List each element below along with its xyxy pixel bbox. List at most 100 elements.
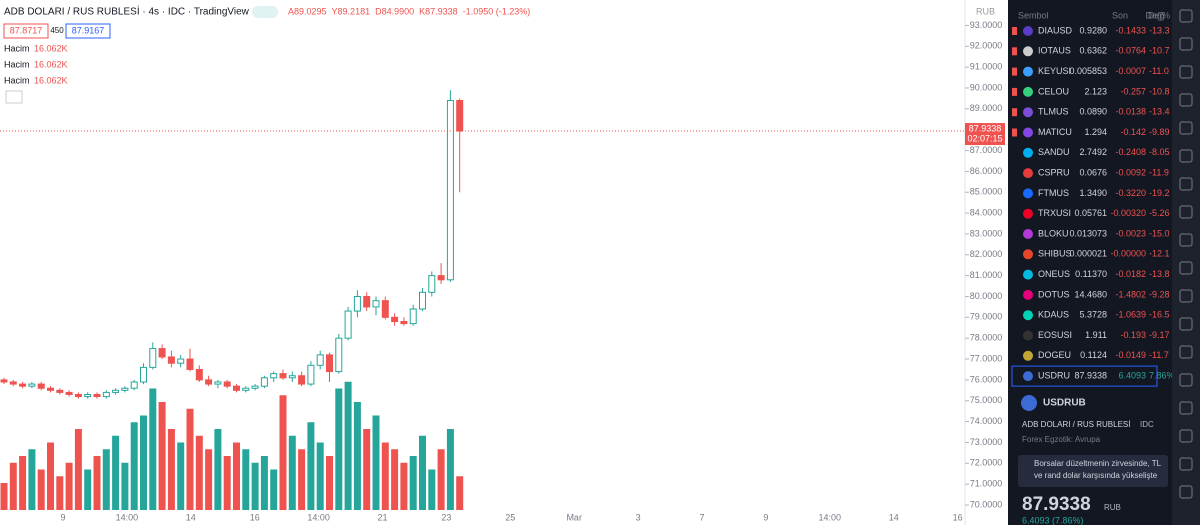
y-tick-label: 84.0000 bbox=[970, 207, 1003, 217]
volume-bar bbox=[260, 456, 268, 510]
row-change-pct: -9.89 bbox=[1149, 127, 1170, 137]
volume-bar bbox=[288, 435, 296, 510]
row-change: -0.1433 bbox=[1115, 25, 1146, 35]
row-change: 6.4093 bbox=[1118, 370, 1146, 380]
candle-body bbox=[47, 387, 54, 391]
row-flag bbox=[1012, 87, 1017, 96]
candle-body bbox=[121, 387, 129, 391]
row-last: 1.294 bbox=[1084, 127, 1107, 137]
candle-body bbox=[428, 275, 436, 293]
candle-body bbox=[409, 308, 417, 325]
volume-bar bbox=[372, 415, 380, 510]
row-flag bbox=[1012, 108, 1017, 117]
volume-bar bbox=[419, 435, 426, 510]
row-last: 0.013073 bbox=[1069, 228, 1107, 238]
row-last: 0.000021 bbox=[1069, 249, 1107, 259]
candle-body bbox=[93, 393, 101, 398]
row-change-pct: -11.9 bbox=[1149, 167, 1169, 177]
volume-bar bbox=[65, 462, 73, 510]
y-tick-label: 89.0000 bbox=[970, 103, 1003, 113]
row-change-pct: -9.28 bbox=[1149, 289, 1170, 299]
row-change: -0.0092 bbox=[1115, 167, 1146, 177]
row-symbol: FTMUS bbox=[1038, 188, 1069, 198]
row-change-pct: 7.86% bbox=[1149, 370, 1175, 380]
candle-body bbox=[28, 383, 36, 387]
symbol-icon bbox=[1023, 350, 1033, 361]
row-change-pct: -16.5 bbox=[1149, 310, 1170, 320]
x-tick-label: 7 bbox=[699, 512, 704, 522]
volume-bar bbox=[84, 469, 92, 510]
toolbar-icon bbox=[1179, 401, 1193, 415]
row-flag bbox=[1012, 67, 1017, 76]
volume-bar bbox=[270, 469, 278, 510]
volume-bar bbox=[149, 388, 157, 510]
candle-body bbox=[205, 379, 213, 385]
news: Borsalar düzeltmenin zirvesinde, TL ve r… bbox=[1034, 459, 1161, 480]
news-card[interactable] bbox=[1018, 455, 1168, 487]
candle-body bbox=[56, 389, 64, 393]
x-tick-label: 16 bbox=[250, 512, 260, 522]
ohlc-value: K87.9338 bbox=[419, 6, 458, 16]
row-symbol: CELOU bbox=[1038, 86, 1069, 96]
candle-body bbox=[84, 393, 92, 398]
row-change: -0.0138 bbox=[1115, 107, 1146, 117]
volume-bar bbox=[214, 429, 222, 510]
y-tick-label: 73.0000 bbox=[970, 437, 1003, 447]
row-change-pct: -11.7 bbox=[1149, 350, 1169, 360]
row-change: -0.2408 bbox=[1115, 147, 1146, 157]
toolbar-icon bbox=[1179, 261, 1193, 275]
symbol-icon bbox=[1023, 208, 1033, 219]
x-tick-label: 16 bbox=[953, 512, 963, 522]
toolbar-icon bbox=[1179, 345, 1193, 359]
symbol-icon bbox=[1023, 371, 1033, 382]
x-tick-label: 23 bbox=[441, 512, 451, 522]
volume-bar bbox=[47, 442, 54, 510]
x-tick-label: 9 bbox=[60, 512, 65, 522]
row-change: -1.0639 bbox=[1115, 310, 1146, 320]
row-symbol: DIAUSD bbox=[1038, 25, 1073, 35]
row-last: 0.9280 bbox=[1079, 25, 1107, 35]
volume-bar bbox=[251, 462, 259, 510]
candle-body bbox=[112, 389, 120, 393]
symbol-icon bbox=[1023, 147, 1033, 158]
row-change-pct: -5.26 bbox=[1149, 208, 1170, 218]
detail-name: ADB DOLARI / RUS RUBLESİ bbox=[1022, 420, 1130, 429]
row-change-pct: -9.17 bbox=[1149, 330, 1170, 340]
volume-bar bbox=[28, 449, 36, 510]
candle-body bbox=[279, 373, 287, 379]
volume-bar bbox=[242, 449, 250, 510]
row-change: -0.0149 bbox=[1115, 350, 1146, 360]
toolbar-icon bbox=[1179, 429, 1193, 443]
volume-bar bbox=[233, 442, 240, 510]
symbol-icon bbox=[1023, 249, 1033, 260]
y-tick-label: 90.0000 bbox=[970, 82, 1003, 92]
row-change-pct: -10.8 bbox=[1149, 86, 1170, 96]
detail-source: IDC bbox=[1140, 420, 1154, 429]
row-last: 5.3728 bbox=[1079, 310, 1107, 320]
symbol-icon bbox=[1023, 310, 1033, 321]
row-last: 14.4680 bbox=[1074, 289, 1107, 299]
y-tick-label: 85.0000 bbox=[970, 187, 1003, 197]
y-tick-label: 93.0000 bbox=[970, 20, 1003, 30]
toolbar-icon bbox=[1179, 205, 1193, 219]
y-tick-label: 74.0000 bbox=[970, 416, 1003, 426]
toggle[interactable] bbox=[252, 6, 278, 18]
countdown: 02:07:15 bbox=[967, 133, 1002, 143]
candle-body bbox=[456, 99, 464, 132]
y-tick-label: 92.0000 bbox=[970, 41, 1003, 51]
candle-body bbox=[65, 391, 73, 395]
candle-body bbox=[223, 381, 231, 387]
buy-box[interactable] bbox=[65, 23, 111, 39]
ohlc-value: A89.0295 bbox=[288, 6, 327, 16]
candle-body bbox=[298, 375, 306, 385]
sell-box[interactable] bbox=[3, 23, 49, 39]
candle-body bbox=[140, 366, 147, 383]
collapse[interactable] bbox=[5, 90, 23, 104]
volume-bar bbox=[316, 442, 324, 510]
candle-body bbox=[167, 356, 175, 364]
legend-name: Hacim bbox=[4, 59, 30, 69]
row-symbol: USDRU bbox=[1038, 370, 1070, 380]
ohlc-value: D84.9900 bbox=[375, 6, 414, 16]
ohlc-value: -1.0950 (-1.23%) bbox=[463, 6, 531, 16]
